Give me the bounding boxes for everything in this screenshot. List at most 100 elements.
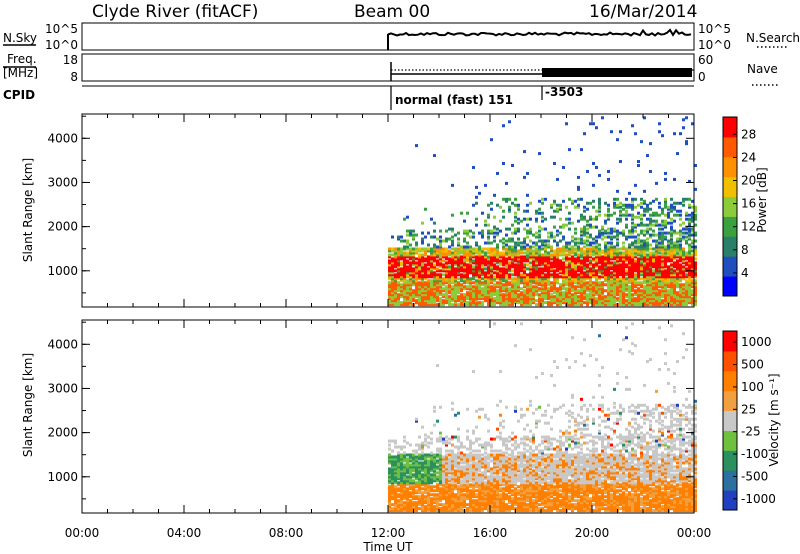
range-gate-cell (481, 495, 484, 499)
range-gate-cell (448, 507, 451, 511)
range-gate-cell (481, 247, 484, 251)
range-gate-cell (643, 281, 646, 285)
range-gate-cell (484, 467, 487, 471)
range-gate-cell (463, 481, 466, 485)
range-gate-cell (400, 455, 403, 459)
range-gate-cell (508, 295, 511, 299)
range-gate-cell (457, 439, 460, 443)
range-gate-cell (499, 435, 502, 439)
range-gate-cell (565, 122, 568, 126)
range-gate-cell (502, 279, 505, 283)
range-gate-cell (625, 205, 628, 209)
range-gate-cell (388, 501, 391, 505)
range-gate-cell (436, 493, 439, 497)
range-gate-cell (487, 257, 490, 261)
range-gate-cell (403, 439, 406, 443)
range-gate-cell (511, 247, 514, 251)
range-gate-cell (442, 475, 445, 479)
range-gate-cell (625, 259, 628, 263)
range-gate-cell (457, 499, 460, 503)
range-gate-cell (652, 229, 655, 233)
range-gate-cell (439, 275, 442, 279)
range-gate-cell (634, 301, 637, 305)
range-gate-cell (496, 491, 499, 495)
range-gate-cell (502, 299, 505, 303)
range-gate-cell (517, 261, 520, 265)
range-gate-cell (415, 247, 418, 251)
range-gate-cell (394, 473, 397, 477)
range-gate-cell (535, 303, 538, 307)
range-gate-cell (487, 299, 490, 303)
range-gate-cell (409, 255, 412, 259)
range-gate-cell (442, 459, 445, 463)
range-gate-cell (646, 207, 649, 211)
range-gate-cell (469, 253, 472, 257)
range-gate-cell (694, 289, 697, 293)
range-gate-cell (451, 293, 454, 297)
range-gate-cell (415, 497, 418, 501)
range-gate-cell (463, 501, 466, 505)
range-gate-cell (610, 273, 613, 277)
range-gate-cell (622, 287, 625, 291)
range-gate-cell (400, 459, 403, 463)
range-gate-cell (451, 269, 454, 273)
range-gate-cell (592, 291, 595, 295)
range-gate-cell (502, 285, 505, 289)
range-gate-cell (541, 275, 544, 279)
range-gate-cell (625, 283, 628, 287)
range-gate-cell (613, 269, 616, 273)
range-gate-cell (547, 277, 550, 281)
range-gate-cell (400, 471, 403, 475)
range-gate-cell (406, 471, 409, 475)
range-gate-cell (493, 291, 496, 295)
range-gate-cell (652, 233, 655, 237)
range-gate-cell (631, 213, 634, 217)
range-gate-cell (631, 303, 634, 307)
range-gate-cell (421, 481, 424, 485)
range-gate-cell (688, 237, 691, 241)
range-gate-cell (454, 483, 457, 487)
range-gate-cell (472, 493, 475, 497)
range-gate-cell (505, 493, 508, 497)
range-gate-cell (664, 273, 667, 277)
range-gate-cell (511, 467, 514, 471)
range-gate-cell (628, 261, 631, 265)
range-gate-cell (646, 261, 649, 265)
range-gate-cell (448, 467, 451, 471)
range-gate-cell (397, 237, 400, 241)
range-gate-cell (604, 261, 607, 265)
range-gate-cell (685, 217, 688, 221)
range-gate-cell (532, 241, 535, 245)
range-gate-cell (589, 251, 592, 255)
range-gate-cell (544, 279, 547, 283)
range-gate-cell (529, 273, 532, 277)
range-gate-cell (571, 259, 574, 263)
range-gate-cell (391, 495, 394, 499)
range-gate-cell (484, 459, 487, 463)
range-gate-cell (439, 471, 442, 475)
range-gate-cell (451, 261, 454, 265)
range-gate-cell (634, 197, 637, 201)
range-gate-cell (403, 245, 406, 249)
range-gate-cell (520, 473, 523, 477)
range-gate-cell (430, 293, 433, 297)
range-gate-cell (448, 285, 451, 289)
range-gate-cell (592, 237, 595, 241)
range-gate-cell (517, 295, 520, 299)
range-gate-cell (454, 461, 457, 465)
range-gate-cell (484, 279, 487, 283)
range-gate-cell (556, 295, 559, 299)
range-gate-cell (613, 281, 616, 285)
range-gate-cell (580, 233, 583, 237)
range-gate-cell (688, 297, 691, 301)
range-gate-cell (628, 267, 631, 271)
range-gate-cell (445, 491, 448, 495)
range-gate-cell (397, 285, 400, 289)
range-gate-cell (457, 507, 460, 511)
range-gate-cell (550, 263, 553, 267)
range-gate-cell (598, 295, 601, 299)
range-gate-cell (601, 265, 604, 269)
range-gate-cell (532, 297, 535, 301)
range-gate-cell (583, 132, 586, 136)
range-gate-cell (514, 481, 517, 485)
